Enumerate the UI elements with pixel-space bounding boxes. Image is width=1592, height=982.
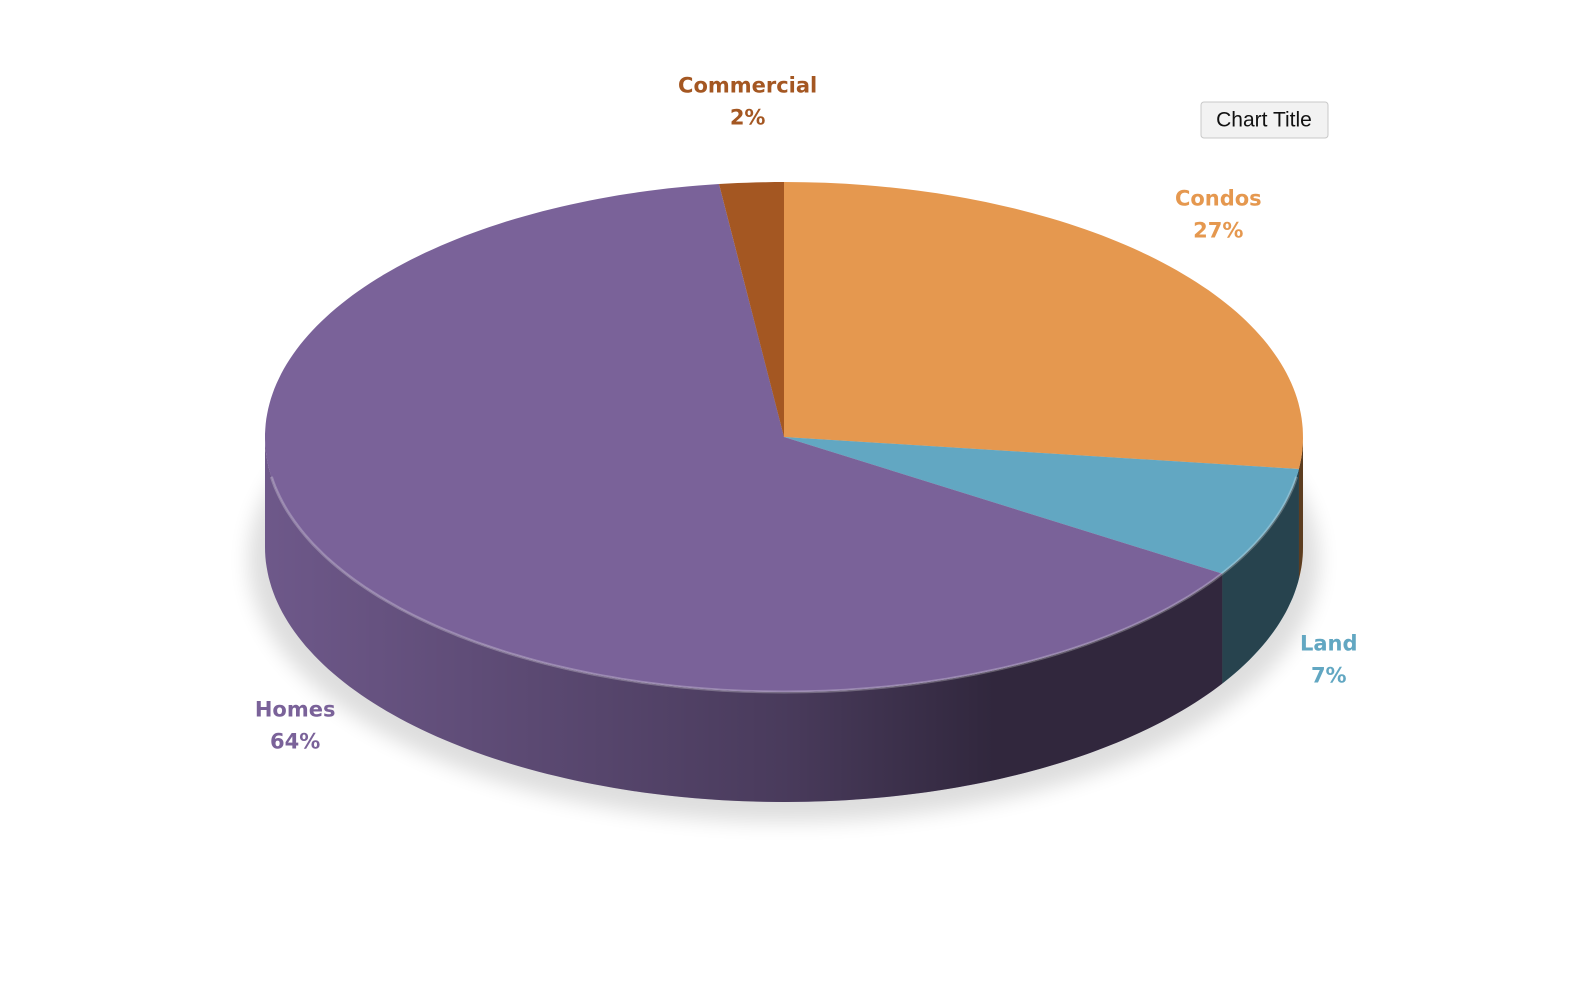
slice	[265, 184, 1223, 692]
value-label: 27%	[1193, 218, 1243, 242]
data-labels: Condos 27% Land 7% Homes 64% Commercial 2%	[255, 74, 1358, 754]
chart-title-box[interactable]: Chart Title	[1200, 101, 1329, 139]
chart-title[interactable]: Chart Title	[1216, 109, 1312, 132]
slice	[784, 437, 1299, 574]
pie-top	[265, 182, 1303, 694]
rim-highlight	[269, 476, 1299, 694]
wall-shading	[265, 437, 1303, 802]
category-label: Homes	[255, 698, 336, 722]
pie-walls	[265, 437, 1303, 802]
category-label: Commercial	[678, 74, 817, 98]
title-button[interactable]	[1200, 101, 1329, 139]
slice	[784, 182, 1303, 469]
category-label: Condos	[1175, 186, 1262, 210]
value-label: 64%	[270, 730, 320, 754]
value-label: 7%	[1311, 663, 1347, 687]
slice	[719, 182, 784, 437]
category-label: Land	[1300, 631, 1358, 655]
value-label: 2%	[730, 106, 766, 130]
